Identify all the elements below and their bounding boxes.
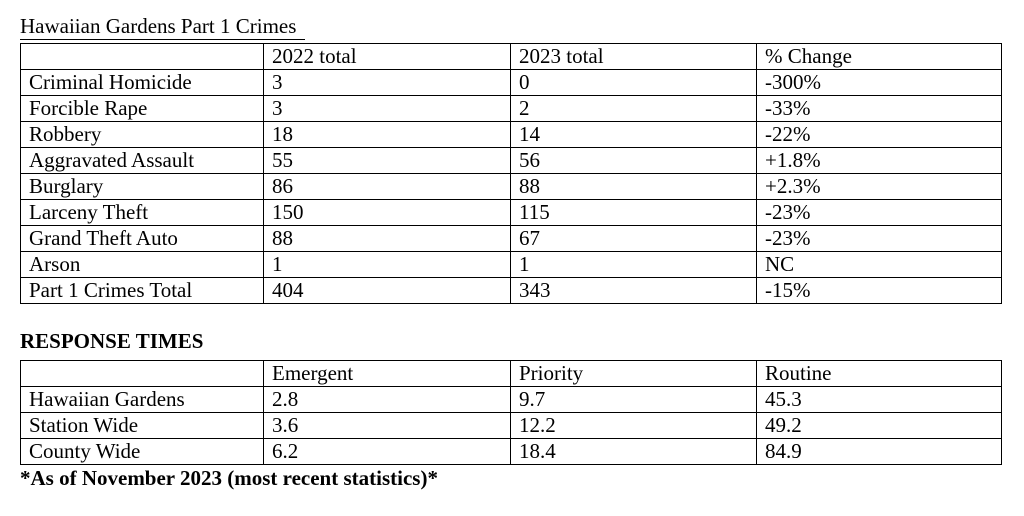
table-row: Aggravated Assault 55 56 +1.8% bbox=[20, 147, 1002, 174]
table-row: Grand Theft Auto 88 67 -23% bbox=[20, 225, 1002, 252]
table-row: County Wide 6.2 18.4 84.9 bbox=[20, 438, 1002, 465]
table-row: Larceny Theft 150 115 -23% bbox=[20, 199, 1002, 226]
emergent-value-cell: 3.6 bbox=[263, 412, 511, 439]
value-2022-cell: 1 bbox=[263, 251, 511, 278]
footnote: *As of November 2023 (most recent statis… bbox=[20, 466, 438, 490]
value-2023-cell: 14 bbox=[510, 121, 757, 148]
value-2023-cell: 343 bbox=[510, 277, 757, 304]
response-times-heading: RESPONSE TIMES bbox=[20, 329, 204, 353]
priority-value-cell: 9.7 bbox=[510, 386, 757, 413]
routine-value-cell: 49.2 bbox=[756, 412, 1002, 439]
table-row: Criminal Homicide 3 0 -300% bbox=[20, 69, 1002, 96]
crimes-table-title: Hawaiian Gardens Part 1 Crimes bbox=[20, 13, 306, 40]
table-row: Arson 1 1 NC bbox=[20, 251, 1002, 278]
routine-value-cell: 45.3 bbox=[756, 386, 1002, 413]
row-label-cell: Part 1 Crimes Total bbox=[20, 277, 264, 304]
row-label-cell: Grand Theft Auto bbox=[20, 225, 264, 252]
table-row: Robbery 18 14 -22% bbox=[20, 121, 1002, 148]
priority-value-cell: 18.4 bbox=[510, 438, 757, 465]
routine-value-cell: 84.9 bbox=[756, 438, 1002, 465]
emergent-value-cell: 2.8 bbox=[263, 386, 511, 413]
row-label-cell: Hawaiian Gardens bbox=[20, 386, 264, 413]
pct-change-cell: -15% bbox=[756, 277, 1002, 304]
table-row: Hawaiian Gardens 2.8 9.7 45.3 bbox=[20, 386, 1002, 413]
value-2023-cell: 115 bbox=[510, 199, 757, 226]
value-2023-cell: 0 bbox=[510, 69, 757, 96]
pct-change-cell: -300% bbox=[756, 69, 1002, 96]
row-label-cell: Aggravated Assault bbox=[20, 147, 264, 174]
pct-change-cell: +1.8% bbox=[756, 147, 1002, 174]
table-row: Station Wide 3.6 12.2 49.2 bbox=[20, 412, 1002, 439]
value-2023-cell: 88 bbox=[510, 173, 757, 200]
row-label-cell: Burglary bbox=[20, 173, 264, 200]
pct-change-cell: -33% bbox=[756, 95, 1002, 122]
pct-change-cell: +2.3% bbox=[756, 173, 1002, 200]
row-label-cell: Arson bbox=[20, 251, 264, 278]
value-2022-cell: 150 bbox=[263, 199, 511, 226]
priority-value-cell: 12.2 bbox=[510, 412, 757, 439]
response-times-table: Emergent Priority Routine Hawaiian Garde… bbox=[20, 360, 1002, 465]
crimes-header-row: 2022 total 2023 total % Change bbox=[20, 43, 1002, 70]
row-label-cell: Larceny Theft bbox=[20, 199, 264, 226]
row-label-cell: Robbery bbox=[20, 121, 264, 148]
pct-change-cell: -23% bbox=[756, 225, 1002, 252]
value-2023-cell: 67 bbox=[510, 225, 757, 252]
value-2022-cell: 3 bbox=[263, 95, 511, 122]
value-2023-cell: 1 bbox=[510, 251, 757, 278]
table-row: Part 1 Crimes Total 404 343 -15% bbox=[20, 277, 1002, 304]
row-label-cell: County Wide bbox=[20, 438, 264, 465]
row-label-cell: Station Wide bbox=[20, 412, 264, 439]
value-2022-cell: 404 bbox=[263, 277, 511, 304]
emergent-value-cell: 6.2 bbox=[263, 438, 511, 465]
value-2022-cell: 86 bbox=[263, 173, 511, 200]
value-2023-cell: 2 bbox=[510, 95, 757, 122]
response-header-row: Emergent Priority Routine bbox=[20, 360, 1002, 387]
row-label-cell: Criminal Homicide bbox=[20, 69, 264, 96]
response-header-routine: Routine bbox=[756, 360, 1002, 387]
pct-change-cell: -22% bbox=[756, 121, 1002, 148]
response-header-emergent: Emergent bbox=[263, 360, 511, 387]
value-2022-cell: 18 bbox=[263, 121, 511, 148]
response-header-blank-cell bbox=[20, 360, 264, 387]
table-row: Forcible Rape 3 2 -33% bbox=[20, 95, 1002, 122]
pct-change-cell: -23% bbox=[756, 199, 1002, 226]
row-label-cell: Forcible Rape bbox=[20, 95, 264, 122]
value-2023-cell: 56 bbox=[510, 147, 757, 174]
value-2022-cell: 3 bbox=[263, 69, 511, 96]
table-row: Burglary 86 88 +2.3% bbox=[20, 173, 1002, 200]
pct-change-cell: NC bbox=[756, 251, 1002, 278]
crimes-header-pct-change: % Change bbox=[756, 43, 1002, 70]
response-header-priority: Priority bbox=[510, 360, 757, 387]
crimes-table: 2022 total 2023 total % Change Criminal … bbox=[20, 43, 1002, 304]
value-2022-cell: 55 bbox=[263, 147, 511, 174]
crimes-header-2022-total: 2022 total bbox=[263, 43, 511, 70]
crimes-header-2023-total: 2023 total bbox=[510, 43, 757, 70]
crimes-header-blank-cell bbox=[20, 43, 264, 70]
value-2022-cell: 88 bbox=[263, 225, 511, 252]
